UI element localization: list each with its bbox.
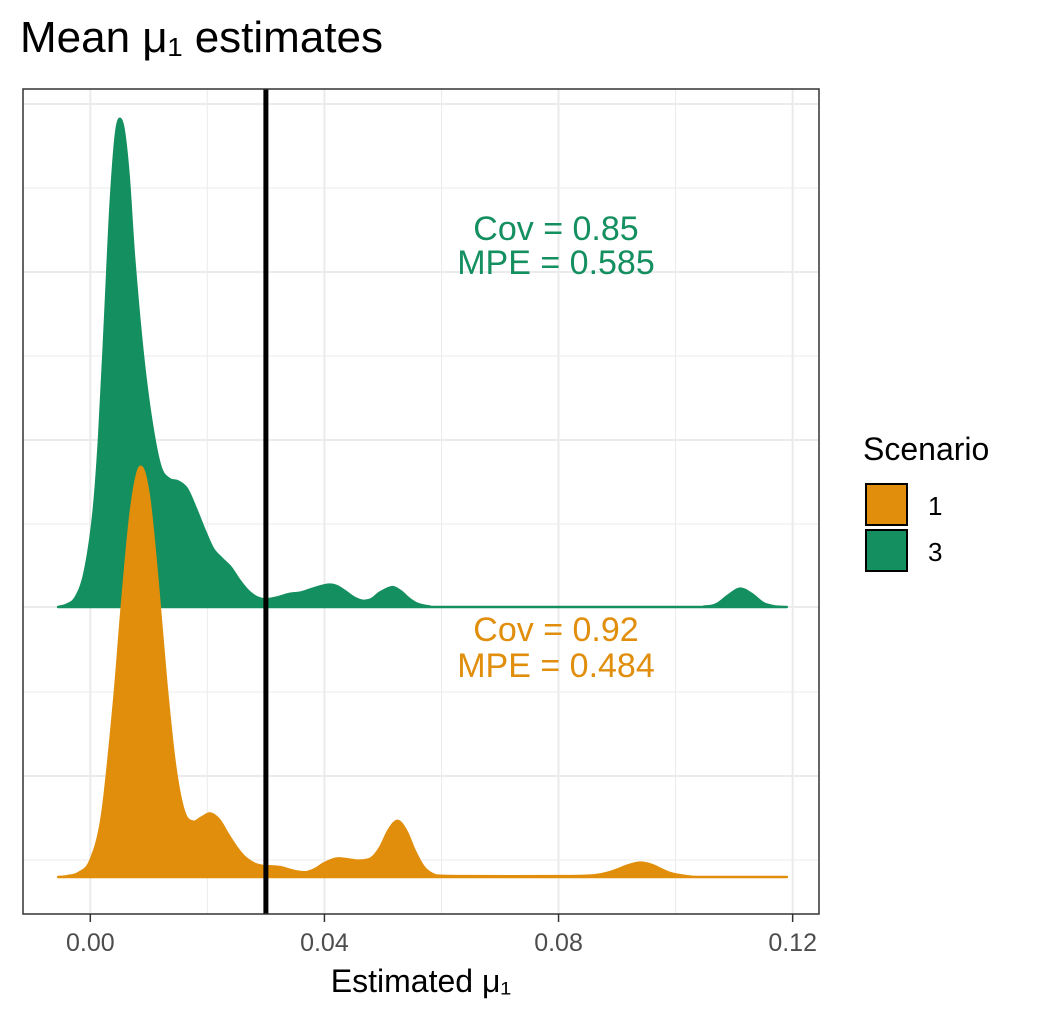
legend-label-scenario-3: 3	[928, 537, 942, 567]
annotation-scenario-3: Cov = 0.85	[473, 210, 638, 248]
chart-title: Mean μ₁ estimates	[20, 13, 383, 62]
legend: Scenario 13	[863, 431, 989, 572]
x-axis: 0.00 0.04 0.08 0.12	[66, 914, 817, 957]
annotation-scenario-1: MPE = 0.484	[457, 647, 655, 685]
legend-label-scenario-1: 1	[928, 491, 942, 521]
x-tick-label: 0.08	[534, 929, 583, 957]
annotation-scenario-3: MPE = 0.585	[457, 244, 655, 282]
legend-key-scenario-1	[865, 483, 908, 526]
legend-items: 13	[865, 483, 942, 572]
x-tick-label: 0.04	[300, 929, 349, 957]
x-tick-label: 0.12	[768, 929, 817, 957]
density-area-scenario-1	[56, 465, 789, 879]
x-axis-title: Estimated μ₁	[331, 963, 511, 999]
legend-key-scenario-3	[865, 529, 908, 572]
annotation-scenario-1: Cov = 0.92	[473, 611, 638, 649]
panel-border	[22, 88, 820, 915]
legend-title: Scenario	[863, 431, 989, 467]
x-tick-label: 0.00	[66, 929, 115, 957]
